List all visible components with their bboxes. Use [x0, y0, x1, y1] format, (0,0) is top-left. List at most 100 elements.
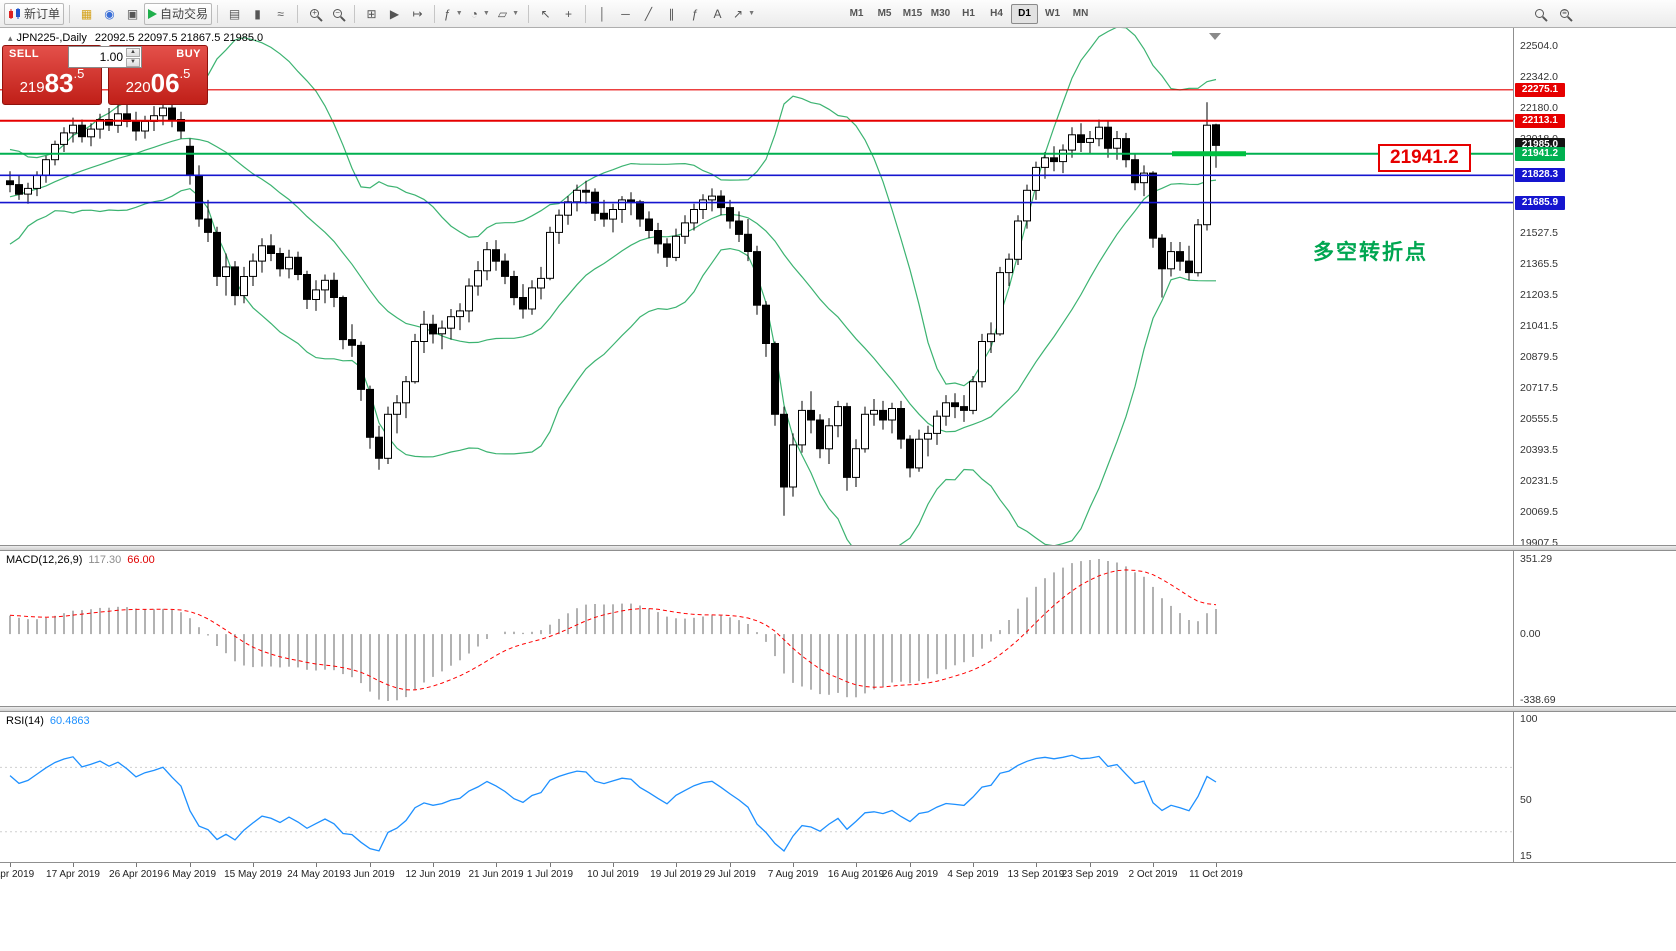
candle	[789, 444, 797, 488]
vertical-line-button[interactable]: │	[591, 3, 614, 25]
candle	[1176, 251, 1184, 262]
templates-button[interactable]: ▱ ▼	[494, 3, 523, 25]
search-icon	[1535, 9, 1544, 18]
candle	[879, 409, 887, 421]
candle	[1194, 224, 1202, 274]
rsi-axis-label: 100	[1520, 713, 1538, 725]
cursor-button[interactable]: ↖	[534, 3, 557, 25]
candle	[582, 189, 590, 193]
date-tick-mark	[973, 863, 974, 867]
candle	[1086, 138, 1094, 143]
candle	[483, 249, 491, 272]
tf-h1[interactable]: H1	[962, 8, 975, 19]
arrows-button[interactable]: ↗ ▼	[729, 3, 759, 25]
macd-pane[interactable]: MACD(12,26,9) 117.30 66.00	[0, 551, 1513, 706]
candle	[843, 406, 851, 478]
time-axis[interactable]	[0, 862, 1676, 951]
market-watch-button[interactable]: ▦	[75, 3, 98, 25]
candlestick-chart-button[interactable]: ▮	[246, 3, 269, 25]
periods-button[interactable]: ◔ ▼	[467, 3, 494, 25]
line-chart-button[interactable]: ≈	[269, 3, 292, 25]
candle	[645, 218, 653, 231]
trendline-button[interactable]: ╱	[637, 3, 660, 25]
autotrading-button[interactable]: 自动交易	[144, 2, 213, 25]
candle	[42, 159, 50, 176]
horizontal-line-button[interactable]: ─	[614, 3, 637, 25]
channel-button[interactable]: ∥	[660, 3, 683, 25]
new-order-button[interactable]: 新订单	[4, 2, 65, 25]
chart-shift-icon: ↦	[412, 6, 423, 21]
terminal-button[interactable]: ▣	[121, 3, 144, 25]
pane-divider[interactable]	[0, 706, 1676, 712]
oneclick-collapse-icon[interactable]: ▴	[8, 33, 13, 43]
tf-m5[interactable]: M5	[877, 8, 892, 19]
rsi-chart	[0, 754, 1513, 852]
tf-m30[interactable]: M30	[930, 8, 951, 19]
candle	[447, 316, 455, 329]
candle	[213, 231, 221, 277]
pane-divider[interactable]	[0, 545, 1676, 551]
macd-axis-label: -338.69	[1520, 694, 1556, 706]
candle	[114, 113, 122, 126]
volume-down-button[interactable]: ▼	[126, 58, 140, 67]
tf-w1[interactable]: W1	[1045, 8, 1061, 19]
channel-icon: ∥	[668, 6, 675, 21]
chart-shift-button[interactable]: ↦	[406, 3, 429, 25]
autotrading-label: 自动交易	[160, 7, 209, 21]
buy-price-prefix: 220	[125, 79, 151, 96]
text-label-button[interactable]: A	[706, 3, 729, 25]
indicators-button[interactable]: ƒ ▼	[440, 3, 467, 25]
chart-title: ▴ JPN225-,Daily 22092.5 22097.5 21867.5 2…	[8, 32, 263, 44]
volume-input[interactable]: 1.00 ▲ ▼	[68, 46, 142, 68]
date-tick-mark	[910, 863, 911, 867]
price-axis-badge: 21828.3	[1515, 168, 1565, 183]
chart-shift-marker[interactable]	[1209, 33, 1221, 40]
bollinger-lower-band	[9, 188, 1216, 545]
price-axis-label: 21041.5	[1520, 319, 1558, 332]
zoom-out-button[interactable]: −	[326, 3, 349, 25]
tf-h4[interactable]: H4	[990, 8, 1003, 19]
candle	[987, 333, 995, 343]
bar-chart-button[interactable]: ▤	[223, 3, 246, 25]
candle	[402, 381, 410, 404]
date-axis-label: 8 Apr 2019	[0, 869, 35, 880]
navigator-button[interactable]: ◉	[98, 3, 121, 25]
candlestick-chart[interactable]	[0, 28, 1513, 545]
rsi-pane[interactable]: RSI(14) 60.4863	[0, 712, 1513, 862]
search-symbols-button[interactable]: ≡	[1553, 3, 1576, 25]
date-tick-mark	[433, 863, 434, 867]
candle	[375, 436, 383, 459]
candle	[618, 199, 626, 210]
macd-axis-label: 0.00	[1520, 628, 1541, 641]
tf-d1[interactable]: D1	[1011, 3, 1039, 24]
tf-mn[interactable]: MN	[1072, 8, 1089, 19]
price-flag-annotation[interactable]: 21941.2	[1378, 144, 1471, 172]
rsi-label-row: RSI(14) 60.4863	[6, 715, 90, 727]
candle	[951, 402, 959, 408]
candle	[744, 233, 752, 253]
candle	[96, 119, 104, 130]
sell-price: 21983.5	[3, 66, 101, 99]
candle	[600, 212, 608, 220]
search-button[interactable]	[1528, 3, 1551, 25]
candle	[132, 120, 140, 132]
date-axis-label: 7 Aug 2019	[767, 869, 819, 880]
candlestick-chart-icon: ▮	[254, 6, 261, 21]
price-axis-label: 20231.5	[1520, 474, 1558, 487]
auto-scroll-button[interactable]: ▶	[383, 3, 406, 25]
zoom-in-button[interactable]: +	[303, 3, 326, 25]
main-chart-pane[interactable]: ▴ JPN225-,Daily 22092.5 22097.5 21867.5 2…	[0, 28, 1513, 545]
volume-value: 1.00	[99, 50, 123, 64]
fibonacci-button[interactable]: ƒ	[683, 3, 706, 25]
crosshair-button[interactable]: +	[557, 3, 580, 25]
candle	[1158, 237, 1166, 270]
volume-up-button[interactable]: ▲	[126, 48, 140, 57]
candle	[177, 119, 185, 132]
candle	[1041, 157, 1049, 168]
tile-windows-button[interactable]: ⊞	[360, 3, 383, 25]
tf-m1[interactable]: M1	[849, 8, 864, 19]
note-annotation[interactable]: 多空转折点	[1313, 241, 1428, 264]
price-axis[interactable]	[1513, 28, 1676, 862]
tf-m15[interactable]: M15	[902, 8, 923, 19]
candle	[1005, 258, 1013, 274]
